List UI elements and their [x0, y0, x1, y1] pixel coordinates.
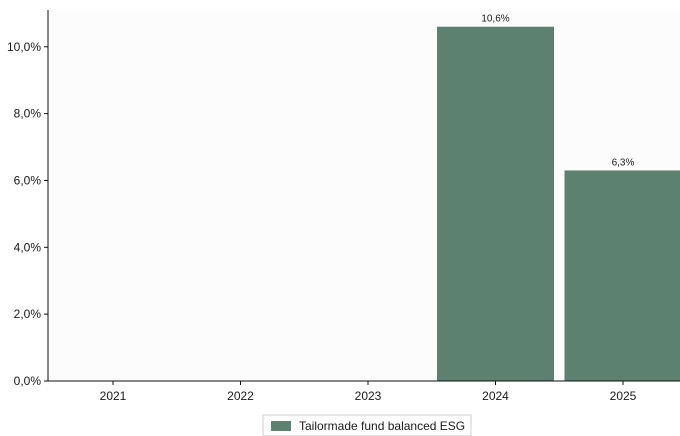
y-tick-label: 0,0% — [14, 374, 42, 388]
bars-group — [437, 26, 680, 382]
y-tick-label: 2,0% — [14, 307, 42, 321]
bar-2025 — [564, 170, 680, 381]
x-tick-label: 2023 — [355, 389, 382, 403]
y-tick-label: 4,0% — [14, 240, 42, 254]
x-axis: 2021 2022 2023 2024 2025 — [48, 380, 680, 403]
data-label-2025: 6,3% — [612, 157, 635, 168]
y-axis: 0,0% 2,0% 4,0% 6,0% 8,0% 10,0% — [7, 10, 49, 388]
y-tick-label: 6,0% — [14, 173, 42, 187]
x-tick-label: 2021 — [100, 389, 127, 403]
x-tick-label: 2025 — [610, 389, 637, 403]
legend-label: Tailormade fund balanced ESG — [299, 419, 465, 433]
x-tick-label: 2024 — [482, 389, 509, 403]
y-tick-label: 8,0% — [14, 107, 42, 121]
legend-box — [262, 414, 472, 436]
data-label-2024: 10,6% — [481, 14, 509, 25]
x-tick-label: 2022 — [227, 389, 254, 403]
legend: Tailormade fund balanced ESG — [262, 414, 472, 436]
y-tick-label: 10,0% — [7, 40, 41, 54]
legend-swatch — [271, 421, 291, 431]
bar-2024 — [437, 26, 554, 382]
data-labels-group: 10,6% 6,3% — [481, 14, 634, 169]
